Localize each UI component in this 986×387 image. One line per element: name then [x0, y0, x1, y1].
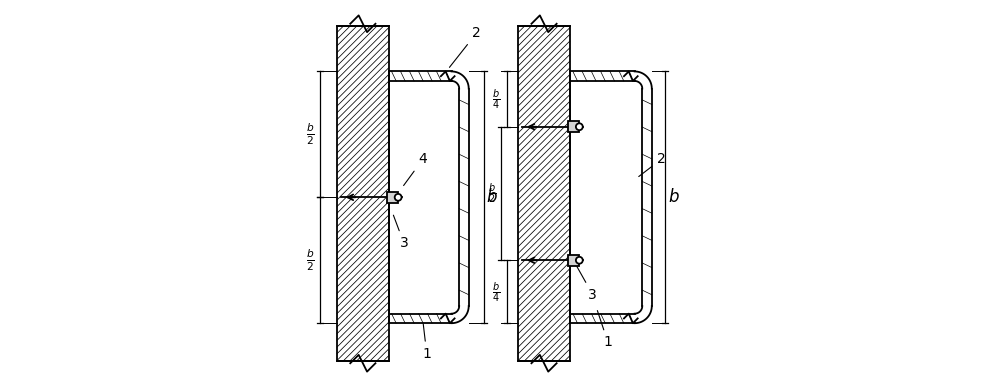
Text: $\frac{b}{4}$: $\frac{b}{4}$ — [492, 87, 500, 111]
Text: $\frac{b}{2}$: $\frac{b}{2}$ — [487, 182, 495, 205]
Text: $\frac{b}{4}$: $\frac{b}{4}$ — [492, 280, 500, 303]
Polygon shape — [337, 26, 388, 361]
Text: 2: 2 — [449, 26, 480, 67]
Text: $\frac{b}{2}$: $\frac{b}{2}$ — [306, 247, 315, 273]
Polygon shape — [567, 122, 579, 132]
Text: 3: 3 — [393, 215, 408, 250]
Text: 1: 1 — [422, 324, 431, 361]
Text: 2: 2 — [638, 152, 665, 176]
Text: 1: 1 — [597, 311, 611, 349]
Text: 4: 4 — [403, 152, 427, 185]
Circle shape — [575, 123, 582, 130]
Polygon shape — [387, 192, 397, 203]
Polygon shape — [567, 255, 579, 265]
Text: $\frac{b}{2}$: $\frac{b}{2}$ — [306, 122, 315, 147]
Circle shape — [575, 257, 582, 264]
Text: 3: 3 — [576, 267, 597, 301]
Text: $b$: $b$ — [667, 188, 678, 206]
Text: $b$: $b$ — [486, 188, 498, 206]
Polygon shape — [518, 26, 569, 361]
Circle shape — [394, 194, 401, 201]
